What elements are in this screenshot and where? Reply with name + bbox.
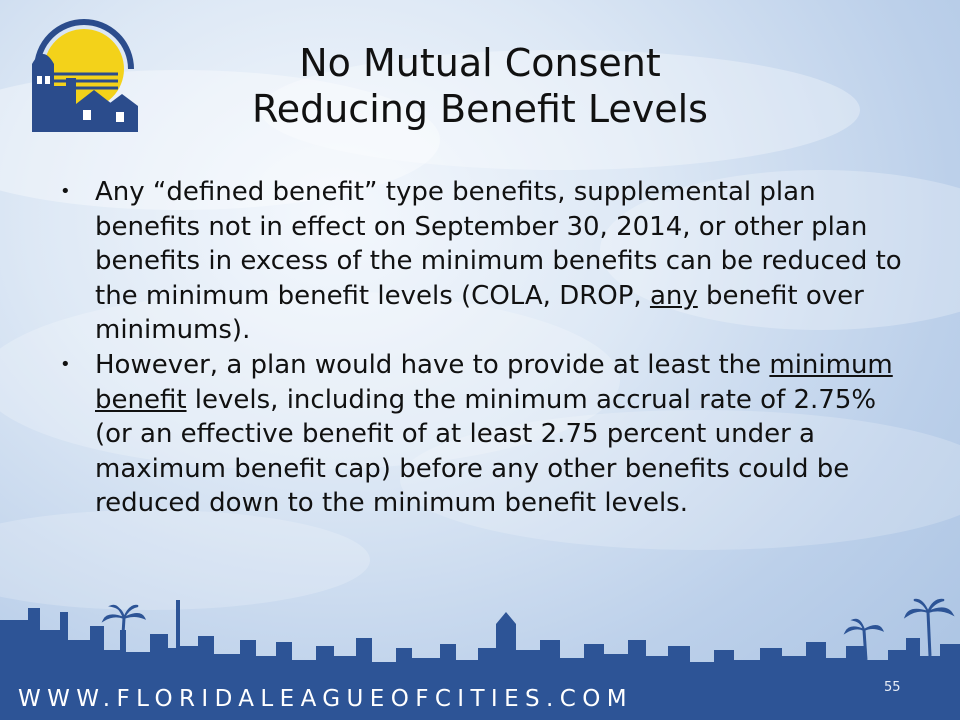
florida-league-of-cities-logo (32, 19, 138, 132)
bullet-text: Any “defined benefit” type benefits, sup… (95, 177, 902, 311)
bullet-marker: • (60, 181, 71, 202)
website-url: WWW.FLORIDALEAGUEOFCITIES.COM (18, 686, 633, 712)
title-line-1: No Mutual Consent (299, 41, 661, 85)
underlined-text: any (649, 280, 698, 311)
bullet-list: • Any “defined benefit” type benefits, s… (60, 175, 920, 521)
bullet-marker: • (60, 353, 71, 375)
title-line-2: Reducing Benefit Levels (252, 87, 708, 131)
bullet-text: levels, including the minimum accrual ra… (95, 384, 877, 519)
underlined-text: minimum benefit (95, 349, 893, 415)
city-skyline (0, 598, 960, 720)
slide-title: No Mutual Consent Reducing Benefit Level… (180, 40, 780, 132)
bullet-text: However, a plan would have to provide at… (95, 349, 770, 380)
bullet-text: benefit over minimums). (95, 280, 864, 346)
bullet-item: • Any “defined benefit” type benefits, s… (60, 175, 920, 348)
bullet-item: • However, a plan would have to provide … (60, 348, 920, 521)
page-number: 55 (884, 680, 901, 695)
